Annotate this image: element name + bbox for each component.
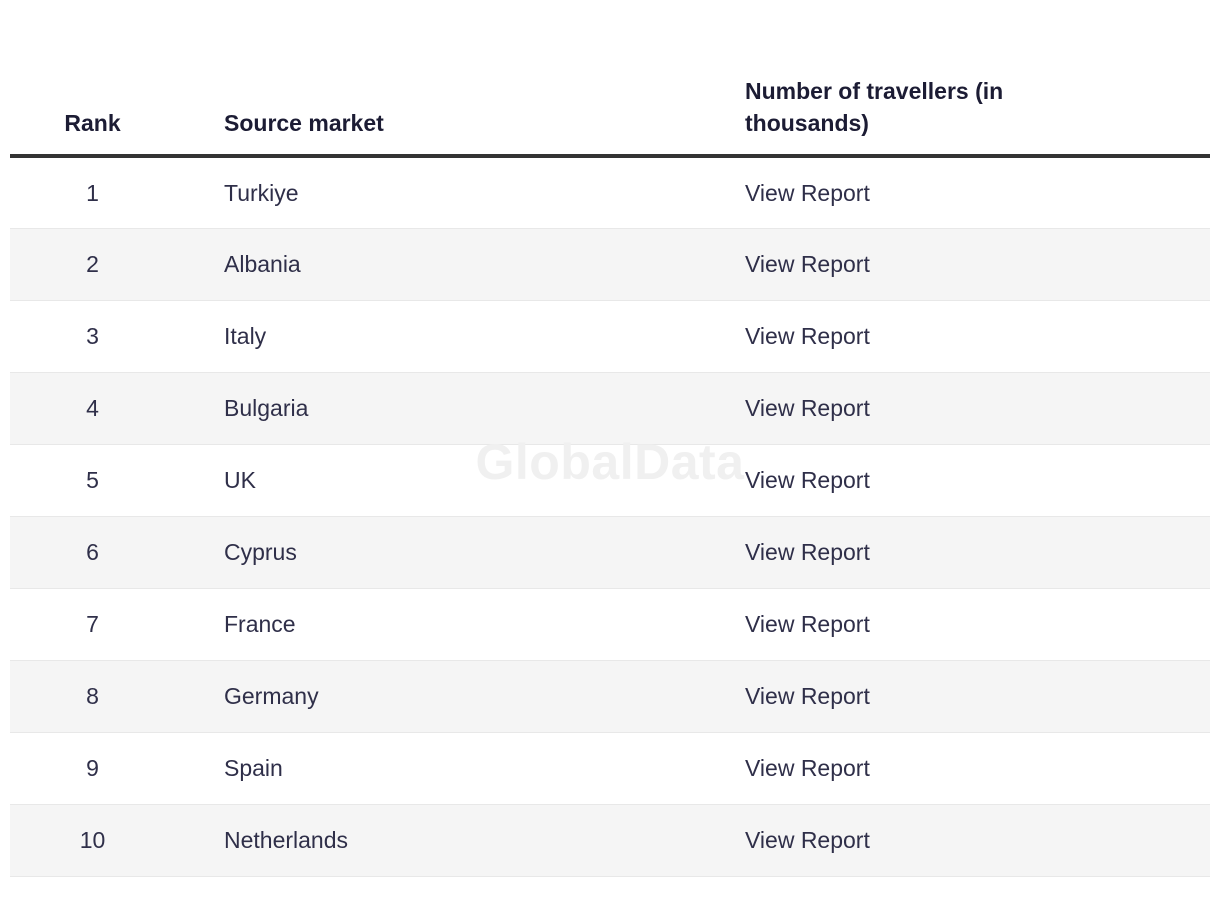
view-report-link[interactable]: View Report (745, 250, 870, 277)
source-market-table-container: Rank Source market Number of travellers … (10, 0, 1210, 877)
source-market-value: Cyprus (175, 515, 695, 589)
rank-value: 4 (10, 371, 175, 445)
rank-value: 7 (86, 610, 99, 637)
column-header-travellers: Number of travellers (in thousands) (695, 0, 1210, 159)
source-market-value: Spain (224, 754, 283, 781)
table-row: 6 Cyprus View Report (10, 515, 1210, 589)
table-row: 1 Turkiye View Report (10, 156, 1210, 228)
column-header-source-market: Source market (175, 0, 695, 159)
table-row: 9 Spain View Report (10, 732, 1210, 804)
rank-value: 9 (86, 754, 99, 781)
source-market-value: Italy (224, 322, 267, 349)
rank-value: 6 (10, 515, 175, 589)
table-row: 10 Netherlands View Report (10, 803, 1210, 877)
table-row: 3 Italy View Report (10, 300, 1210, 372)
table-row: 4 Bulgaria View Report (10, 371, 1210, 445)
view-report-link[interactable]: View Report (745, 754, 870, 781)
rank-value: 5 (86, 466, 99, 493)
table-header: Rank Source market Number of travellers … (10, 0, 1210, 159)
table-row: 5 UK View Report (10, 444, 1210, 516)
view-report-link[interactable]: View Report (745, 394, 870, 421)
source-market-value: Netherlands (175, 803, 695, 877)
column-header-rank: Rank (10, 0, 175, 159)
source-market-value: Albania (175, 227, 695, 301)
view-report-link[interactable]: View Report (745, 322, 870, 349)
source-market-value: UK (224, 466, 256, 493)
view-report-link[interactable]: View Report (745, 466, 870, 493)
source-market-value: Turkiye (224, 179, 299, 206)
source-market-table: Rank Source market Number of travellers … (10, 0, 1210, 877)
source-market-value: Bulgaria (175, 371, 695, 445)
rank-value: 10 (10, 803, 175, 877)
column-header-travellers-label: Number of travellers (in thousands) (745, 78, 1004, 136)
column-header-source-market-label: Source market (224, 109, 384, 136)
column-header-rank-label: Rank (64, 109, 121, 136)
rank-value: 1 (86, 179, 99, 206)
view-report-link[interactable]: View Report (745, 682, 870, 709)
source-market-value: Germany (175, 659, 695, 733)
table-body: 1 Turkiye View Report 2 Albania View Rep… (10, 156, 1210, 877)
source-market-value: France (224, 610, 296, 637)
header-row: Rank Source market Number of travellers … (10, 0, 1210, 159)
view-report-link[interactable]: View Report (745, 610, 870, 637)
rank-value: 8 (10, 659, 175, 733)
table-row: 2 Albania View Report (10, 227, 1210, 301)
rank-value: 2 (10, 227, 175, 301)
view-report-link[interactable]: View Report (745, 826, 870, 853)
view-report-link[interactable]: View Report (745, 538, 870, 565)
table-row: 8 Germany View Report (10, 659, 1210, 733)
view-report-link[interactable]: View Report (745, 179, 870, 206)
rank-value: 3 (86, 322, 99, 349)
table-row: 7 France View Report (10, 588, 1210, 660)
